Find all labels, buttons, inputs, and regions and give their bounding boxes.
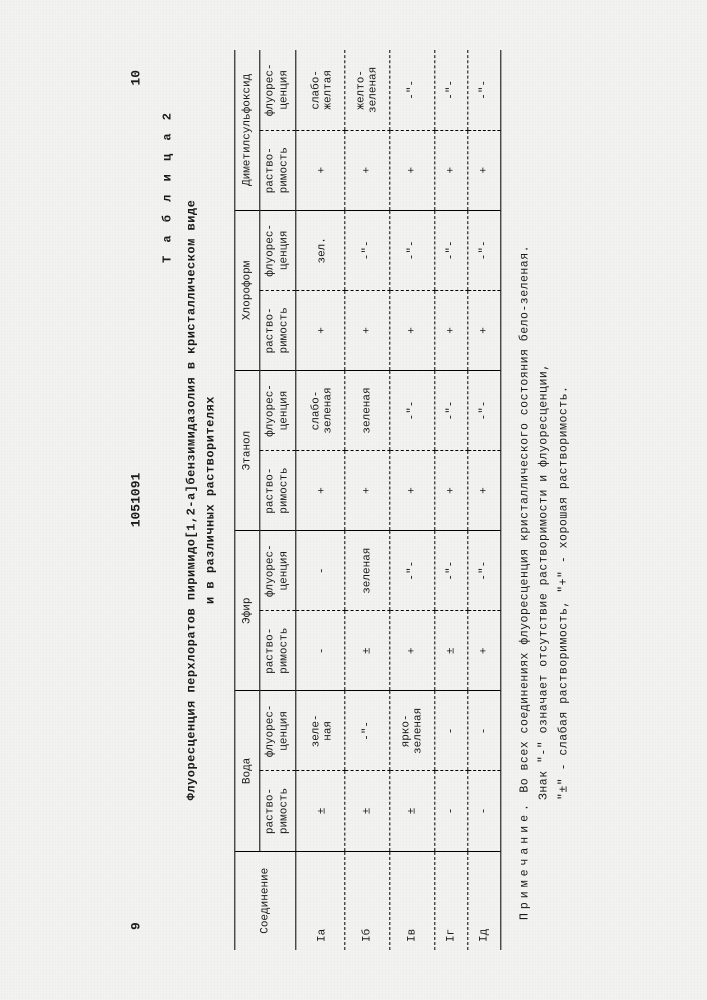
page-number-right: 10 [128, 70, 143, 86]
col-solvent-1: Эфир [235, 531, 260, 691]
cell: -"- [344, 691, 389, 771]
sub-flu-4: флуорес-ценция [260, 50, 295, 130]
footnote: Примечание. Во всех соединениях флуоресц… [515, 50, 574, 950]
cell: -"- [467, 370, 500, 450]
table-title: Флуоресценция перхлоратов пиримидо[1,2-а… [182, 50, 220, 950]
cell: + [295, 451, 344, 531]
cell: желто-зеленая [344, 50, 389, 130]
cell: -"- [467, 210, 500, 290]
cell: - [434, 771, 467, 851]
sub-sol-0: раство-римость [260, 771, 295, 851]
col-solvent-4: Диметилсульфоксид [235, 50, 260, 210]
table-number-label: Т а б л и ц а 2 [160, 50, 174, 950]
cell: + [467, 290, 500, 370]
cell: -"- [434, 210, 467, 290]
cell: -"- [434, 370, 467, 450]
cell: слабо-зеленая [295, 370, 344, 450]
cell-compound: Iв [389, 851, 434, 950]
sub-flu-1: флуорес-ценция [260, 531, 295, 611]
cell: + [295, 130, 344, 210]
data-table: Соединение Вода Эфир Этанол Хлороформ Ди… [235, 50, 499, 950]
cell: -"- [389, 50, 434, 130]
cell: ярко-зеленая [389, 691, 434, 771]
cell-compound: Iг [434, 851, 467, 950]
col-solvent-2: Этанол [235, 370, 260, 530]
cell: -"- [389, 531, 434, 611]
table-row: Iб±-"-±зеленая+зеленая+-"-+желто-зеленая [344, 50, 389, 950]
cell: + [295, 290, 344, 370]
cell: - [467, 771, 500, 851]
cell: слабо-желтая [295, 50, 344, 130]
cell: -"- [467, 50, 500, 130]
sub-sol-1: раство-римость [260, 611, 295, 691]
cell: - [434, 691, 467, 771]
sub-flu-0: флуорес-ценция [260, 691, 295, 771]
cell: -"- [467, 531, 500, 611]
cell: + [434, 451, 467, 531]
cell: + [344, 451, 389, 531]
table-row: Iв±ярко-зеленая+-"-+-"-+-"-+-"- [389, 50, 434, 950]
cell-compound: Ia [295, 851, 344, 950]
cell: + [344, 290, 389, 370]
cell: -"- [434, 531, 467, 611]
document-number: 1051091 [128, 473, 143, 528]
cell: - [295, 611, 344, 691]
col-compound: Соединение [235, 851, 295, 950]
cell: + [389, 290, 434, 370]
cell-compound: Iб [344, 851, 389, 950]
cell: + [389, 130, 434, 210]
cell: -"- [344, 210, 389, 290]
sub-sol-2: раство-римость [260, 451, 295, 531]
col-solvent-3: Хлороформ [235, 210, 260, 370]
cell: + [434, 290, 467, 370]
cell: ± [389, 771, 434, 851]
cell: ± [295, 771, 344, 851]
cell: зел. [295, 210, 344, 290]
cell: + [467, 611, 500, 691]
cell: ± [344, 611, 389, 691]
sub-sol-3: раство-римость [260, 290, 295, 370]
col-solvent-0: Вода [235, 691, 260, 851]
cell: - [295, 531, 344, 611]
sub-sol-4: раство-римость [260, 130, 295, 210]
cell: -"- [389, 210, 434, 290]
table-row: Ia±зеле-ная--+слабо-зеленая+зел.+слабо-ж… [295, 50, 344, 950]
table-row: Iд--+-"-+-"-+-"-+-"- [467, 50, 500, 950]
sub-flu-2: флуорес-ценция [260, 370, 295, 450]
cell: ± [434, 611, 467, 691]
sub-flu-3: флуорес-ценция [260, 210, 295, 290]
cell: зеленая [344, 370, 389, 450]
cell-compound: Iд [467, 851, 500, 950]
cell: + [389, 451, 434, 531]
cell: + [344, 130, 389, 210]
page-number-left: 9 [128, 922, 143, 930]
cell: + [434, 130, 467, 210]
cell: + [467, 130, 500, 210]
cell: ± [344, 771, 389, 851]
cell: + [467, 451, 500, 531]
cell: + [389, 611, 434, 691]
cell: -"- [389, 370, 434, 450]
table-row: Iг--±-"-+-"-+-"-+-"- [434, 50, 467, 950]
cell: - [467, 691, 500, 771]
cell: зеле-ная [295, 691, 344, 771]
cell: -"- [434, 50, 467, 130]
cell: зеленая [344, 531, 389, 611]
